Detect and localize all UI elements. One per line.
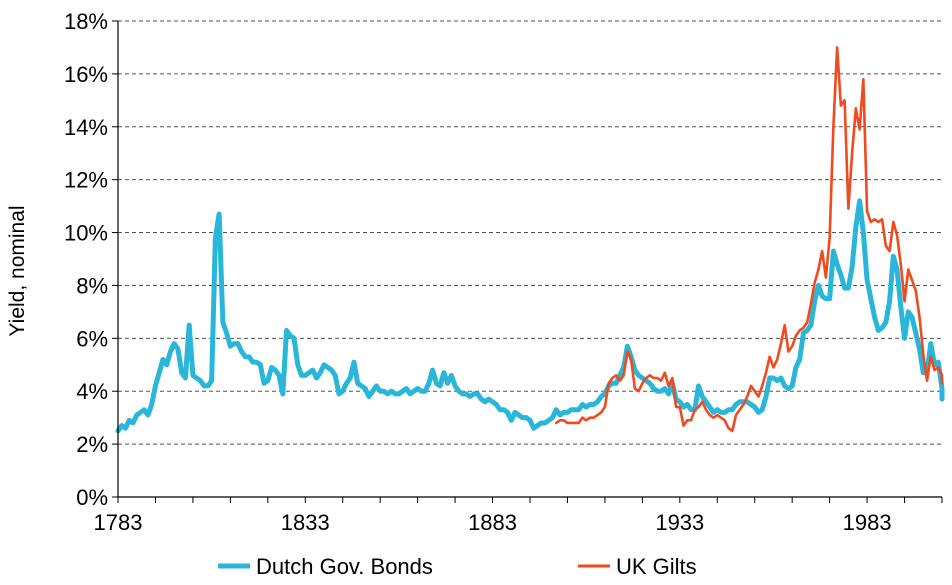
x-tick-labels: 1783 1833 1883 1933 1983 (94, 510, 892, 535)
series-line-dutch-gov-bonds (115, 198, 945, 434)
x-tick-label: 1983 (843, 510, 892, 535)
legend: Dutch Gov. Bonds UK Gilts (218, 554, 697, 579)
y-tick-label: 4% (76, 379, 108, 404)
legend-label: Dutch Gov. Bonds (256, 554, 433, 579)
y-tick-label: 0% (76, 485, 108, 510)
y-tick-label: 14% (64, 115, 108, 140)
series-lines (115, 46, 945, 434)
y-tick-labels: 0% 2% 4% 6% 8% 10% 12% 14% 16% 18% (64, 9, 108, 510)
grid-lines (118, 20, 942, 445)
x-tick-label: 1833 (281, 510, 330, 535)
x-tick-label: 1933 (655, 510, 704, 535)
x-tick-label: 1783 (94, 510, 143, 535)
y-tick-label: 16% (64, 62, 108, 87)
y-axis-title: Yield, nominal (6, 205, 29, 336)
y-tick-label: 8% (76, 273, 108, 298)
y-tick-label: 12% (64, 168, 108, 193)
y-tick-label: 18% (64, 9, 108, 34)
y-tick-label: 2% (76, 432, 108, 457)
axes (112, 20, 943, 503)
series-line-uk-gilts (554, 46, 944, 433)
y-tick-label: 6% (76, 326, 108, 351)
legend-label: UK Gilts (616, 554, 697, 579)
x-tick-label: 1883 (468, 510, 517, 535)
y-tick-label: 10% (64, 221, 108, 246)
